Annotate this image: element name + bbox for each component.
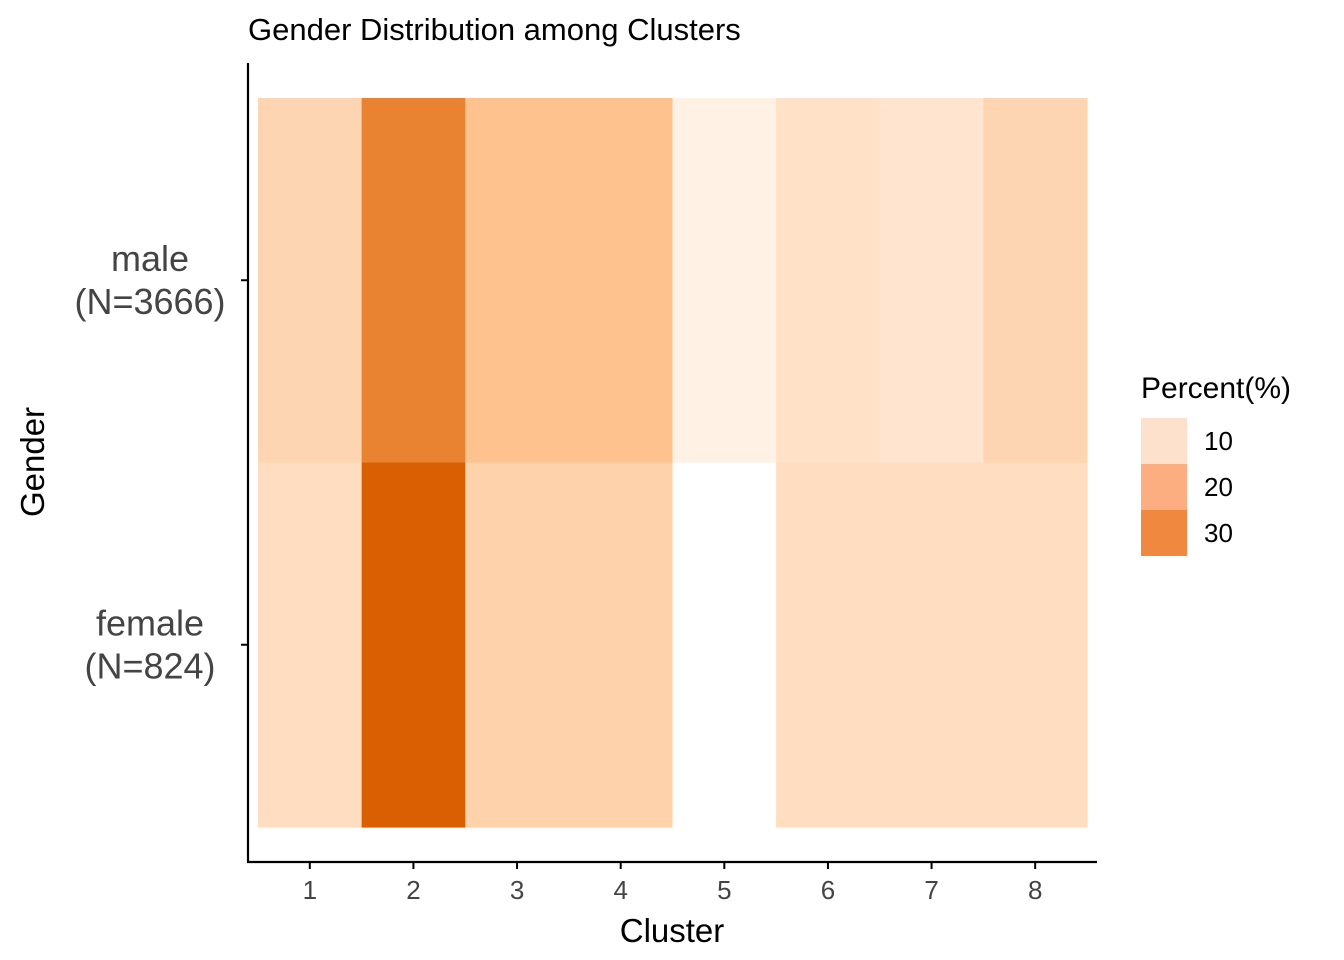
- legend-title: Percent(%): [1141, 372, 1291, 405]
- x-tick-label-1: 1: [303, 875, 317, 905]
- x-tick-label-5: 5: [717, 875, 731, 905]
- x-axis-ticks: 1 2 3 4 5 6 7 8: [303, 862, 1042, 905]
- x-tick-label-3: 3: [510, 875, 524, 905]
- legend-label-20: 20: [1204, 472, 1233, 502]
- heatmap-cells: [258, 98, 1088, 828]
- x-tick-label-2: 2: [406, 875, 420, 905]
- y-tick-label-2: female (N=824): [84, 602, 215, 686]
- heatmap-cell-r2-c6: [776, 462, 881, 828]
- heatmap-cell-r2-c5: [672, 462, 777, 828]
- legend-label-10: 10: [1204, 426, 1233, 456]
- legend: 10 20 30: [1141, 418, 1233, 556]
- heatmap-cell-r1-c8: [983, 98, 1088, 464]
- y-tick-label-1: male (N=3666): [74, 238, 225, 322]
- heatmap-cell-r2-c4: [568, 462, 674, 828]
- y-axis-title: Gender: [14, 407, 51, 517]
- x-axis-title: Cluster: [620, 912, 725, 949]
- heatmap-cell-r2-c1: [258, 462, 363, 828]
- x-tick-label-4: 4: [613, 875, 627, 905]
- heatmap-cell-r1-c6: [776, 98, 881, 464]
- legend-swatch-20: [1141, 464, 1187, 510]
- heatmap-cell-r1-c3: [465, 98, 570, 464]
- y-axis-ticks: male (N=3666) female (N=824): [74, 238, 248, 686]
- heatmap-cell-r1-c1: [258, 98, 363, 464]
- heatmap-cell-r2-c8: [983, 462, 1088, 828]
- heatmap-cell-r2-c7: [879, 462, 984, 828]
- legend-swatch-10: [1141, 418, 1187, 464]
- heatmap-cell-r1-c2: [361, 98, 466, 464]
- chart-title: Gender Distribution among Clusters: [248, 12, 741, 47]
- x-tick-label-8: 8: [1028, 875, 1042, 905]
- heatmap-cell-r1-c7: [879, 98, 984, 464]
- legend-swatch-30: [1141, 510, 1187, 556]
- heatmap-cell-r2-c3: [465, 462, 570, 828]
- x-tick-label-6: 6: [821, 875, 835, 905]
- legend-label-30: 30: [1204, 518, 1233, 548]
- x-tick-label-7: 7: [924, 875, 938, 905]
- heatmap-cell-r2-c2: [361, 462, 466, 828]
- heatmap-cell-r1-c4: [568, 98, 674, 464]
- heatmap-cell-r1-c5: [672, 98, 777, 464]
